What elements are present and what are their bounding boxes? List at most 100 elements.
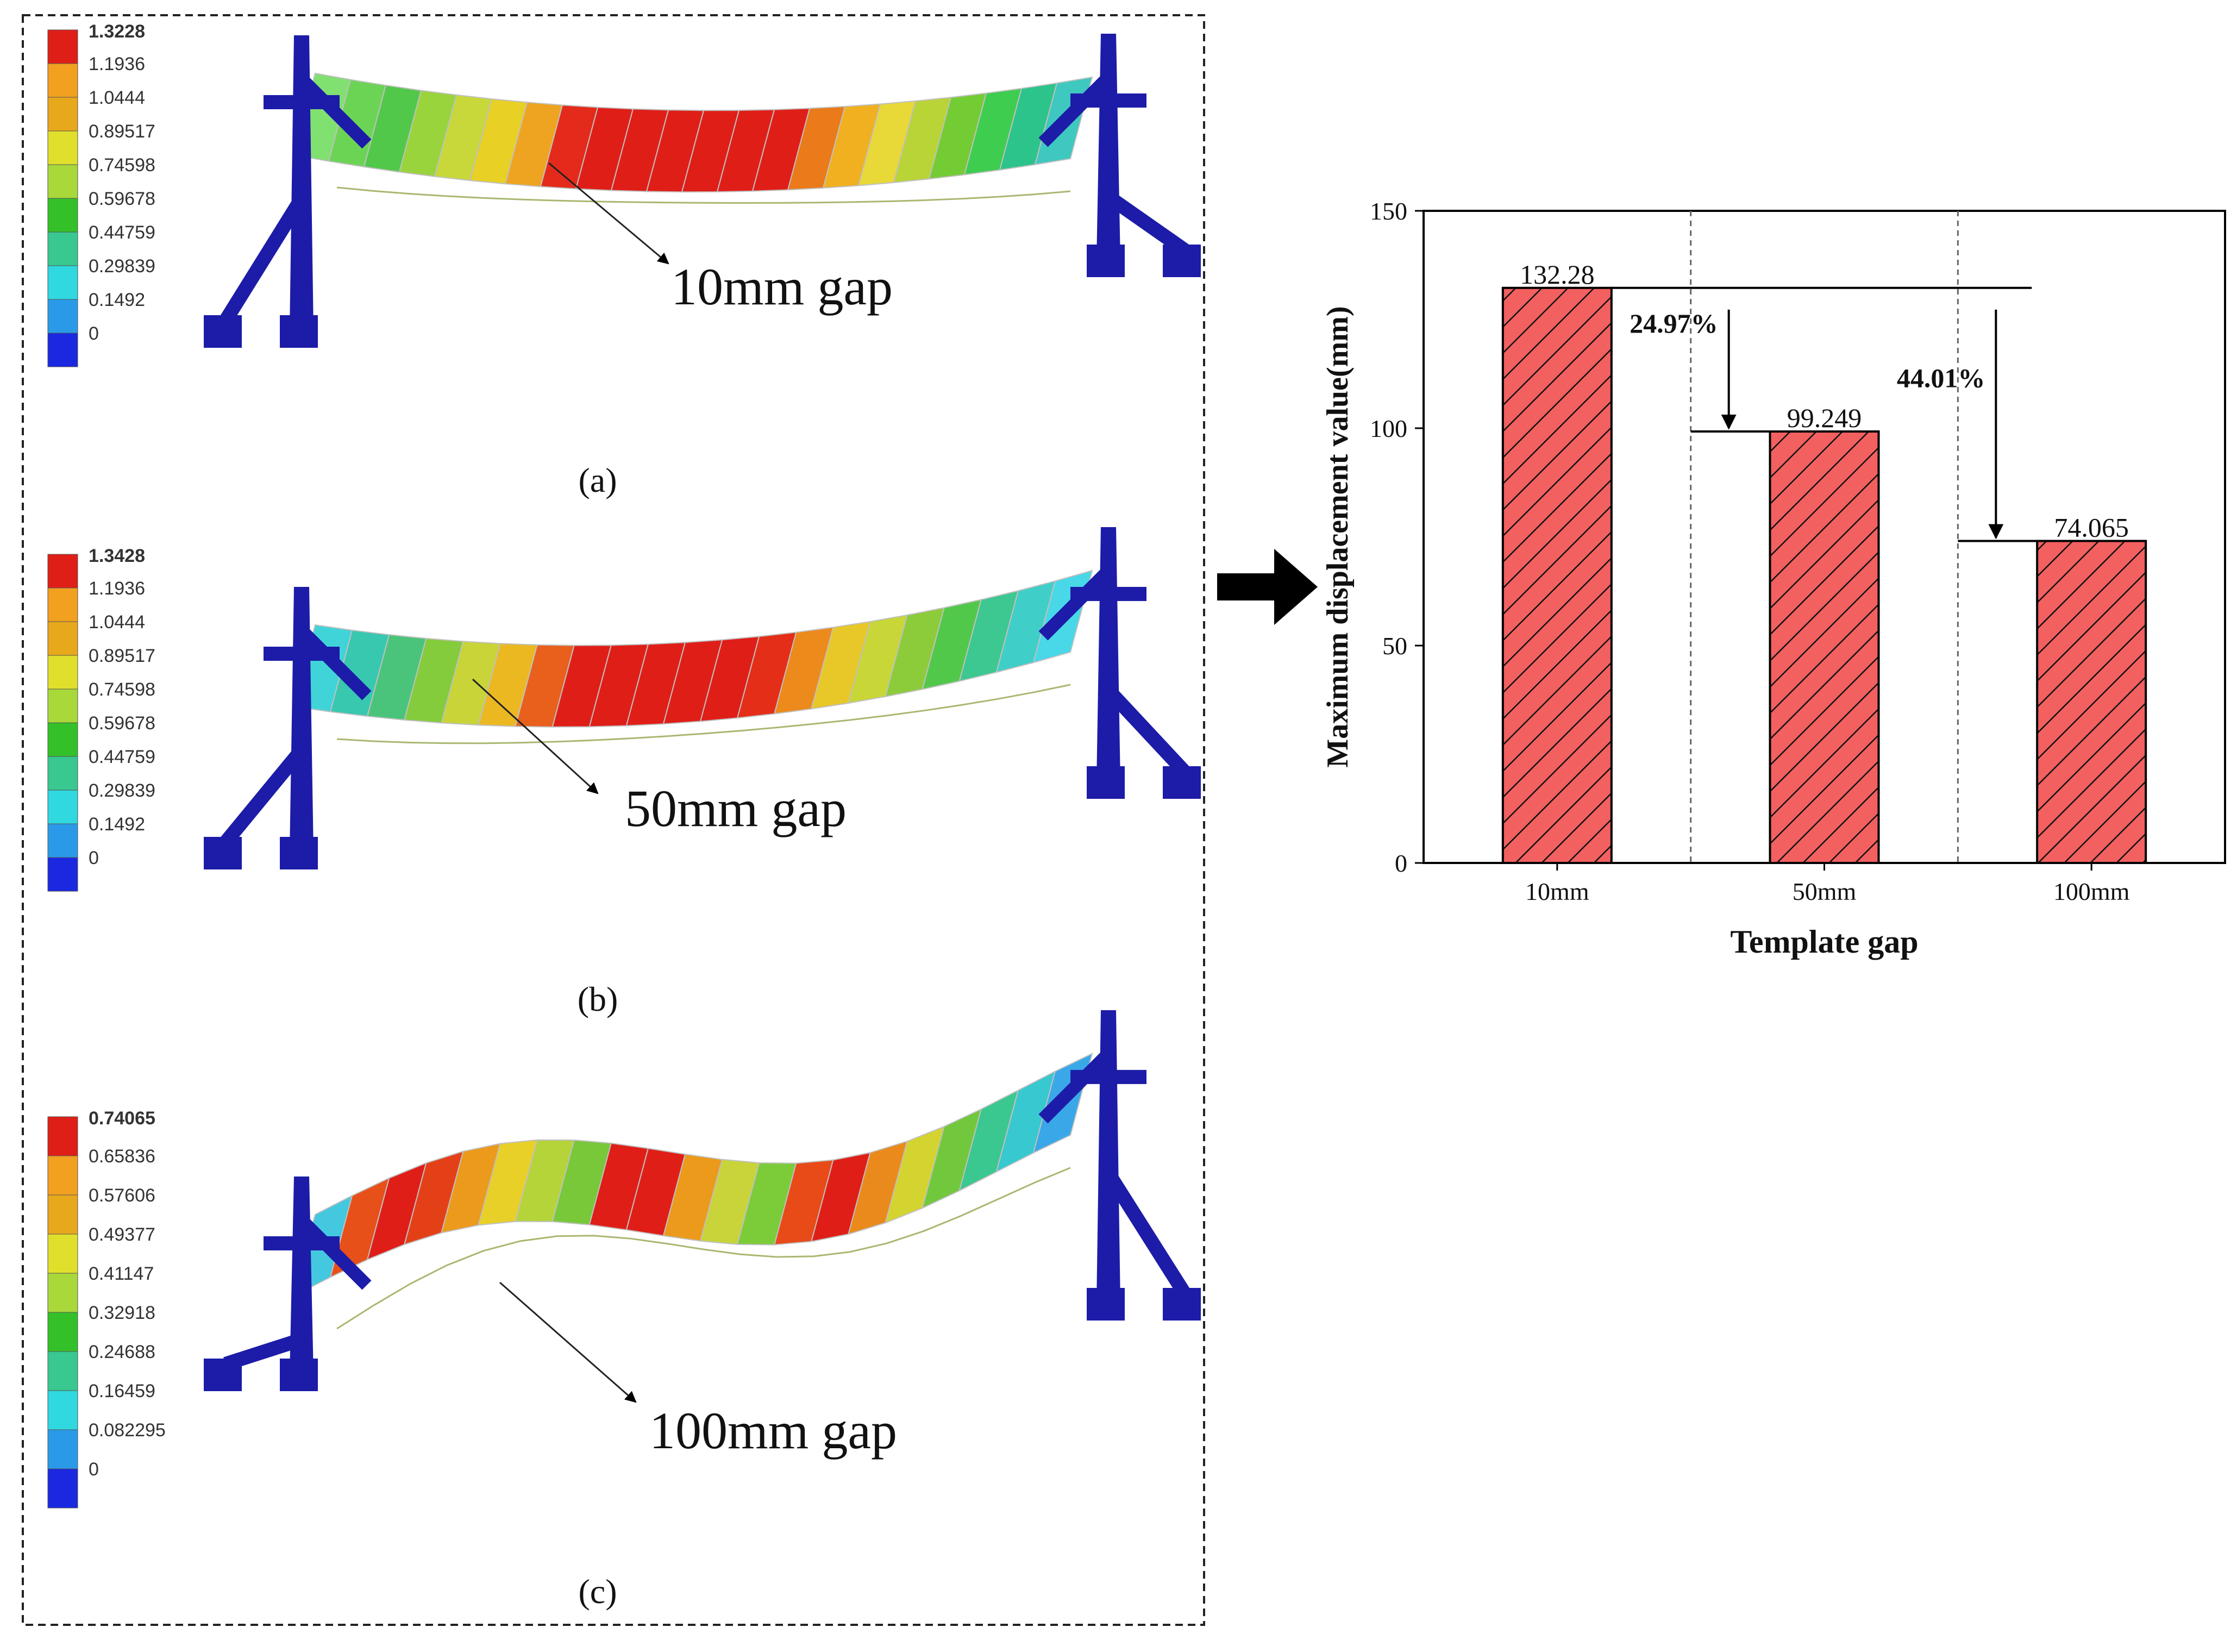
support-leg xyxy=(1102,1169,1190,1297)
y-tick-label: 150 xyxy=(1370,197,1407,225)
bar-value-label: 99.249 xyxy=(1787,403,1862,433)
legend-swatch xyxy=(47,621,78,656)
legend-value: 0.59678 xyxy=(89,713,155,734)
legend-swatch xyxy=(47,265,78,300)
legend-swatch xyxy=(47,1390,78,1430)
legend-swatch xyxy=(47,231,78,266)
support-brace xyxy=(1038,72,1113,147)
legend-swatch xyxy=(47,130,78,165)
legend-value: 1.3428 xyxy=(89,546,145,566)
legend-swatch xyxy=(47,1234,78,1274)
legend-value: 1.0444 xyxy=(89,612,145,633)
legend-value: 1.1936 xyxy=(89,578,145,599)
bar-value-label: 74.065 xyxy=(2054,512,2129,542)
truss-chord xyxy=(336,684,1071,744)
legend-swatch xyxy=(47,689,78,723)
x-tick-label: 10mm xyxy=(1525,878,1589,905)
y-tick-label: 50 xyxy=(1382,632,1407,660)
legend-swatch xyxy=(47,756,78,791)
legend-value: 0.74065 xyxy=(89,1108,155,1129)
gap-callout: 10mm gap xyxy=(671,258,893,316)
displacement-bar-chart: 0 50 100 150 132.28 10mm 99.249 50mm 74.065 100mm… xyxy=(1321,197,2226,960)
support-leg xyxy=(219,195,308,324)
legend-value: 0.59678 xyxy=(89,189,155,209)
panels-frame xyxy=(22,14,1205,1626)
legend-swatch xyxy=(47,1468,78,1509)
legend-swatch xyxy=(47,587,78,622)
reduction-label: 44.01% xyxy=(1897,363,1985,393)
support-footing xyxy=(1163,245,1201,277)
legend-swatch xyxy=(47,1155,78,1196)
legend-swatch xyxy=(47,655,78,690)
simulation-panel-a: 1.3228 1.1936 1.0444 0.89517 0.74598 0.59678 0… xyxy=(47,21,1201,499)
legend-value: 0.44759 xyxy=(89,222,155,243)
support-column xyxy=(290,35,314,331)
support-footing xyxy=(1163,1288,1201,1321)
callout-arrow xyxy=(548,162,669,265)
support-footing xyxy=(280,837,318,869)
y-axis-label: Maximum displacement value(mm) xyxy=(1321,306,1355,767)
gap-callout: 50mm gap xyxy=(625,779,847,837)
legend-swatch xyxy=(47,1116,78,1156)
callout-arrow xyxy=(499,1281,637,1403)
bar xyxy=(1769,430,1880,864)
legend-swatch xyxy=(47,857,78,892)
support-leg xyxy=(220,745,308,847)
legend-swatch xyxy=(47,29,78,64)
callout-arrow xyxy=(472,678,599,794)
bar-value-label: 132.28 xyxy=(1520,259,1595,290)
legend-value: 0.16459 xyxy=(89,1381,155,1401)
legend-value: 0.32918 xyxy=(89,1303,155,1323)
legend-value: 0 xyxy=(89,1459,99,1480)
legend-swatch xyxy=(47,333,78,367)
x-tick-label: 50mm xyxy=(1793,878,1857,905)
support-leg xyxy=(1103,685,1190,777)
support-footing xyxy=(1087,766,1125,799)
support-brace xyxy=(297,1215,372,1290)
legend-value: 0.1492 xyxy=(89,814,145,835)
y-tick-label: 100 xyxy=(1370,415,1407,442)
simulation-panel-b: 1.3428 1.1936 1.0444 0.89517 0.74598 0.59678 0… xyxy=(47,527,1201,1018)
support-footing xyxy=(204,1359,242,1391)
support-brace xyxy=(297,625,372,700)
legend-swatch xyxy=(47,1312,78,1352)
support-brace xyxy=(1038,1049,1113,1124)
legend-swatch xyxy=(47,164,78,199)
legend-value: 0.74598 xyxy=(89,679,155,700)
legend-swatch xyxy=(47,823,78,858)
legend-value: 0.49377 xyxy=(89,1224,155,1245)
legend-value: 0.082295 xyxy=(89,1420,166,1441)
legend-value: 0.57606 xyxy=(89,1185,155,1206)
legend-swatch xyxy=(47,722,78,757)
support-brace xyxy=(297,74,372,149)
legend-value: 0.44759 xyxy=(89,747,155,767)
gap-callout: 100mm gap xyxy=(649,1401,897,1460)
legend-swatch xyxy=(47,63,78,98)
reduction-label: 24.97% xyxy=(1630,308,1718,339)
support-footing xyxy=(280,315,318,348)
truss-chord xyxy=(336,186,1071,204)
legend-value: 1.3228 xyxy=(89,21,145,42)
panel-caption: (c) xyxy=(578,1572,617,1611)
legend-value: 0.1492 xyxy=(89,290,145,310)
support-footing xyxy=(1163,766,1201,799)
legend-value: 0.24688 xyxy=(89,1342,155,1362)
bar xyxy=(1501,286,1613,864)
legend-value: 0.29839 xyxy=(89,256,155,277)
legend-swatch xyxy=(47,1429,78,1469)
legend-value: 1.0444 xyxy=(89,87,145,108)
support-footing xyxy=(1087,245,1125,277)
legend-swatch xyxy=(47,198,78,233)
legend-value: 0.65836 xyxy=(89,1146,155,1167)
legend-value: 0.74598 xyxy=(89,155,155,176)
right-arrow-icon xyxy=(1217,549,1318,625)
legend-swatch xyxy=(47,554,78,589)
panel-caption: (a) xyxy=(578,461,617,499)
legend-value: 0.29839 xyxy=(89,780,155,801)
x-tick-label: 100mm xyxy=(2053,878,2130,905)
support-leg xyxy=(1104,191,1189,256)
support-footing xyxy=(204,837,242,869)
legend-value: 0 xyxy=(89,323,99,344)
legend-swatch xyxy=(47,1194,78,1235)
